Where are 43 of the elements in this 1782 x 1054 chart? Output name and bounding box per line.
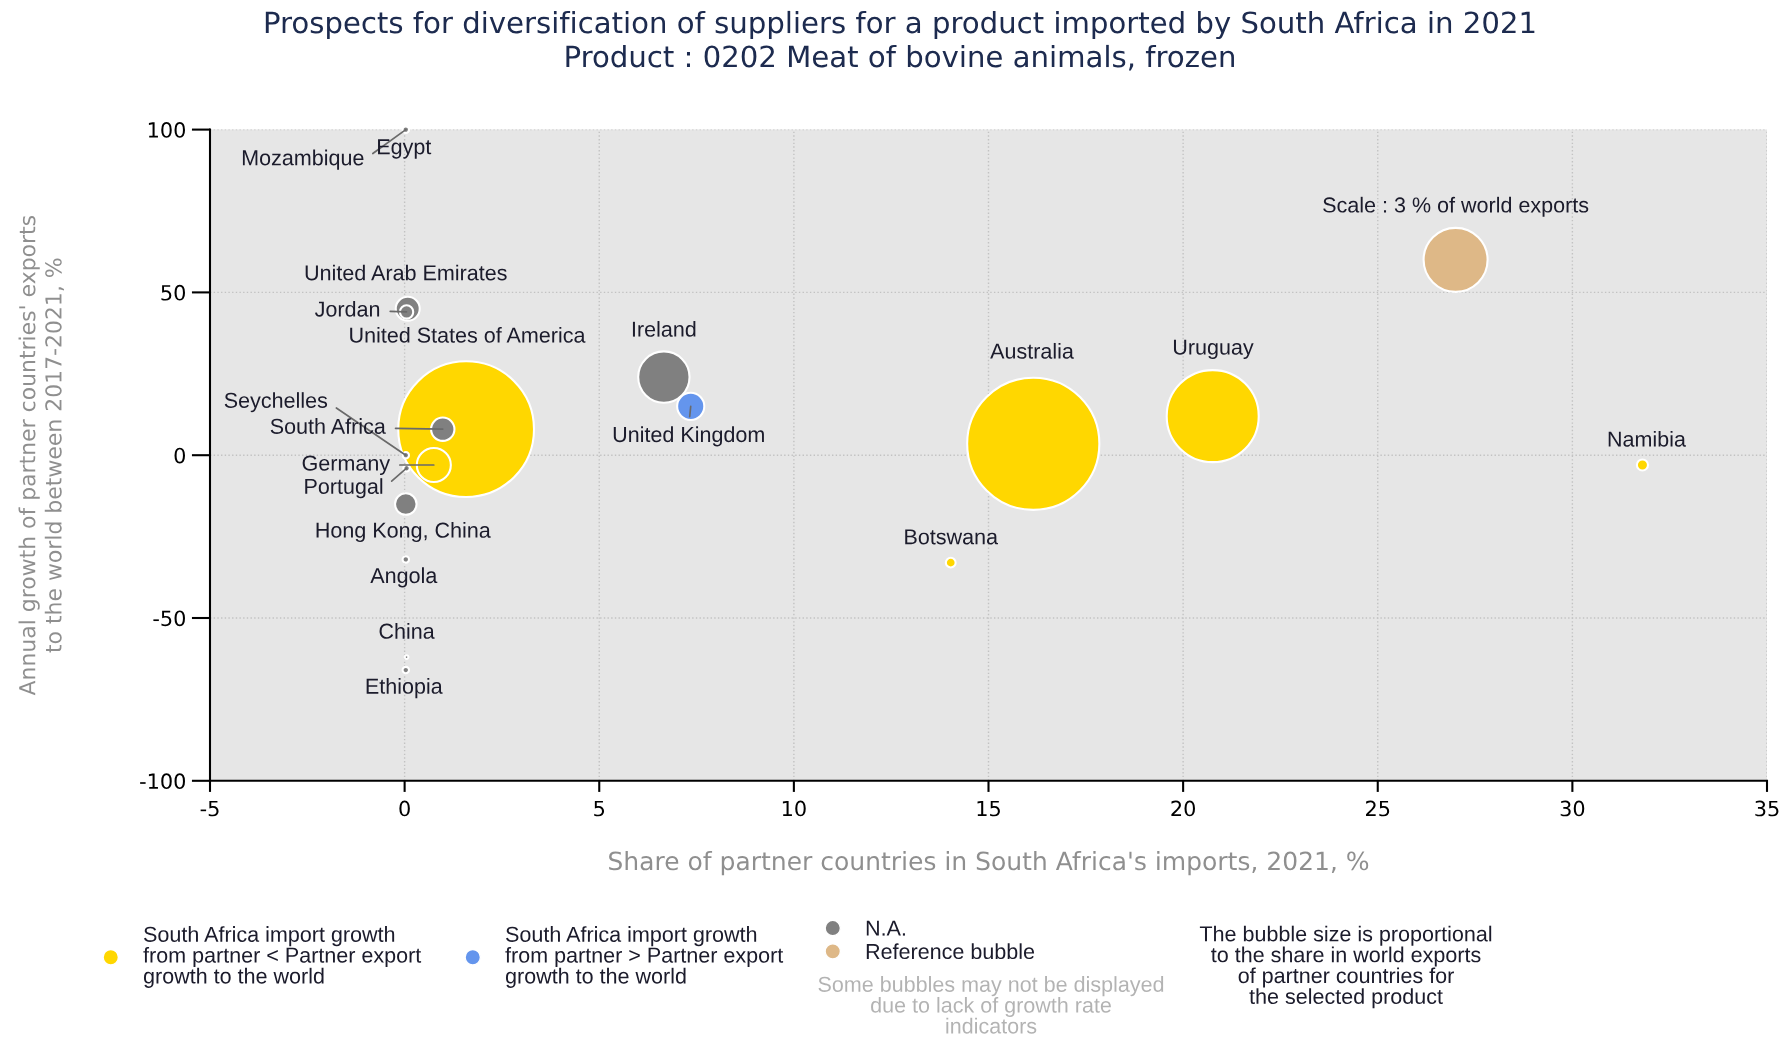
- y-tick-label: 0: [174, 447, 186, 464]
- annotation: United Kingdom: [613, 426, 764, 447]
- annotation: Egypt: [378, 139, 432, 159]
- chart-title: Prospects for diversification of suppliers for a product imported by South Africa in 2021: [265, 10, 1535, 40]
- annotation: Mozambique: [242, 149, 364, 170]
- legend-label: South Africa import growth from partner > Partner export growth to the world: [505, 926, 784, 988]
- text: The bubble size is proportional to the share in world exports of partner countries for the selected product: [1199, 925, 1492, 1009]
- x-tick-label: 5: [594, 800, 605, 817]
- chart-subtitle: Product : 0202 Meat of bovine animals, frozen: [566, 44, 1234, 71]
- x-tick-label: 0: [399, 800, 410, 817]
- x-tick-label: -5: [200, 800, 219, 817]
- annotation: Angola: [370, 567, 438, 588]
- annotation: Ethiopia: [366, 678, 443, 699]
- annotation: Seychelles: [224, 392, 328, 413]
- text: Some bubbles may not be displayed due to lack of growth rate indicators: [818, 976, 1164, 1034]
- x-tick-label: 15: [977, 800, 1000, 817]
- x-axis-title: Share of partner countries in South Africa's imports, 2021, %: [609, 851, 1369, 876]
- annotation: Uruguay: [1173, 339, 1254, 360]
- y-axis-title: Annual growth of partner countries' exports to the world between 2017-2021, %: [18, 215, 64, 696]
- annotation: Ireland: [632, 321, 696, 337]
- annotation: Jordan: [315, 300, 380, 317]
- x-tick-label: 20: [1171, 800, 1195, 817]
- legend-label: Scale : 3 % of world exports: [1323, 196, 1589, 217]
- annotation: Botswana: [905, 529, 999, 545]
- annotation: China: [379, 623, 435, 639]
- legend-label: South Africa import growth from partner < Partner export growth to the world: [143, 926, 422, 988]
- legend-label: Reference bubble: [866, 943, 1035, 960]
- legend-label: N.A.: [866, 920, 905, 936]
- y-tick-label: 50: [161, 284, 186, 301]
- annotation: Germany: [302, 455, 391, 475]
- x-tick-label: 30: [1560, 800, 1585, 817]
- y-tick-label: -100: [140, 773, 186, 790]
- x-tick-label: 25: [1366, 800, 1390, 817]
- x-tick-label: 10: [782, 800, 806, 817]
- annotation: Portugal: [305, 478, 383, 499]
- annotation: Australia: [990, 342, 1074, 359]
- annotation: United States of America: [350, 326, 586, 343]
- annotation: United Arab Emirates: [305, 264, 507, 281]
- y-tick-label: 100: [148, 122, 185, 138]
- y-tick-label: -50: [153, 610, 186, 627]
- x-tick-label: 35: [1755, 800, 1779, 817]
- annotation: Namibia: [1608, 430, 1686, 447]
- annotation: Hong Kong, China: [316, 522, 491, 543]
